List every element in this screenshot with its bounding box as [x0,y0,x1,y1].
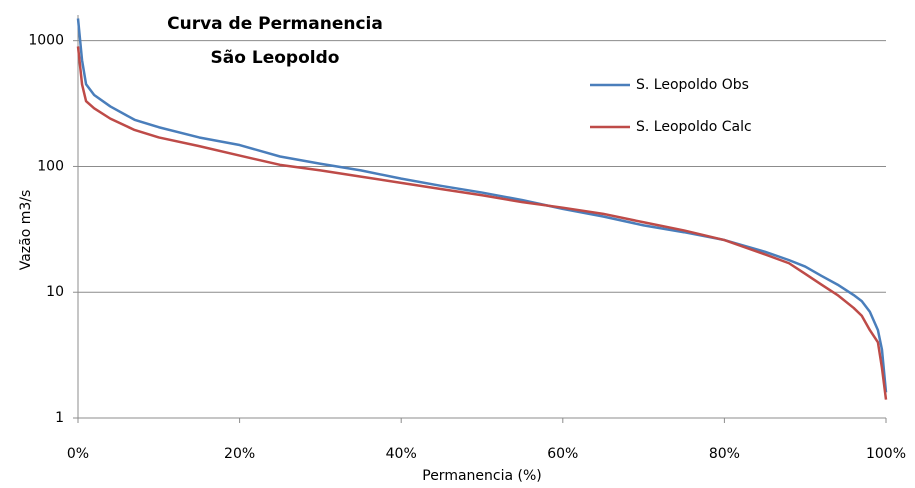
x-tick-label: 60% [547,446,578,462]
y-axis-label: Vazão m3/s [18,190,34,271]
y-tick-label: 10 [46,284,64,300]
series-line [76,46,888,400]
series-line [76,18,888,393]
chart-title: Curva de Permanencia [167,14,383,34]
y-tick-label: 1 [55,410,64,426]
x-tick-label: 20% [224,446,255,462]
x-tick-label: 40% [386,446,417,462]
y-tick-label: 1000 [28,33,64,49]
y-tick-label: 100 [37,158,64,174]
legend-label: S. Leopoldo Calc [636,119,752,135]
x-tick-label: 100% [866,446,906,462]
x-tick-label: 80% [709,446,740,462]
x-tick-label: 0% [67,446,89,462]
legend-label: S. Leopoldo Obs [636,77,749,93]
chart-subtitle: São Leopoldo [211,48,340,68]
x-axis-label: Permanencia (%) [422,468,542,484]
